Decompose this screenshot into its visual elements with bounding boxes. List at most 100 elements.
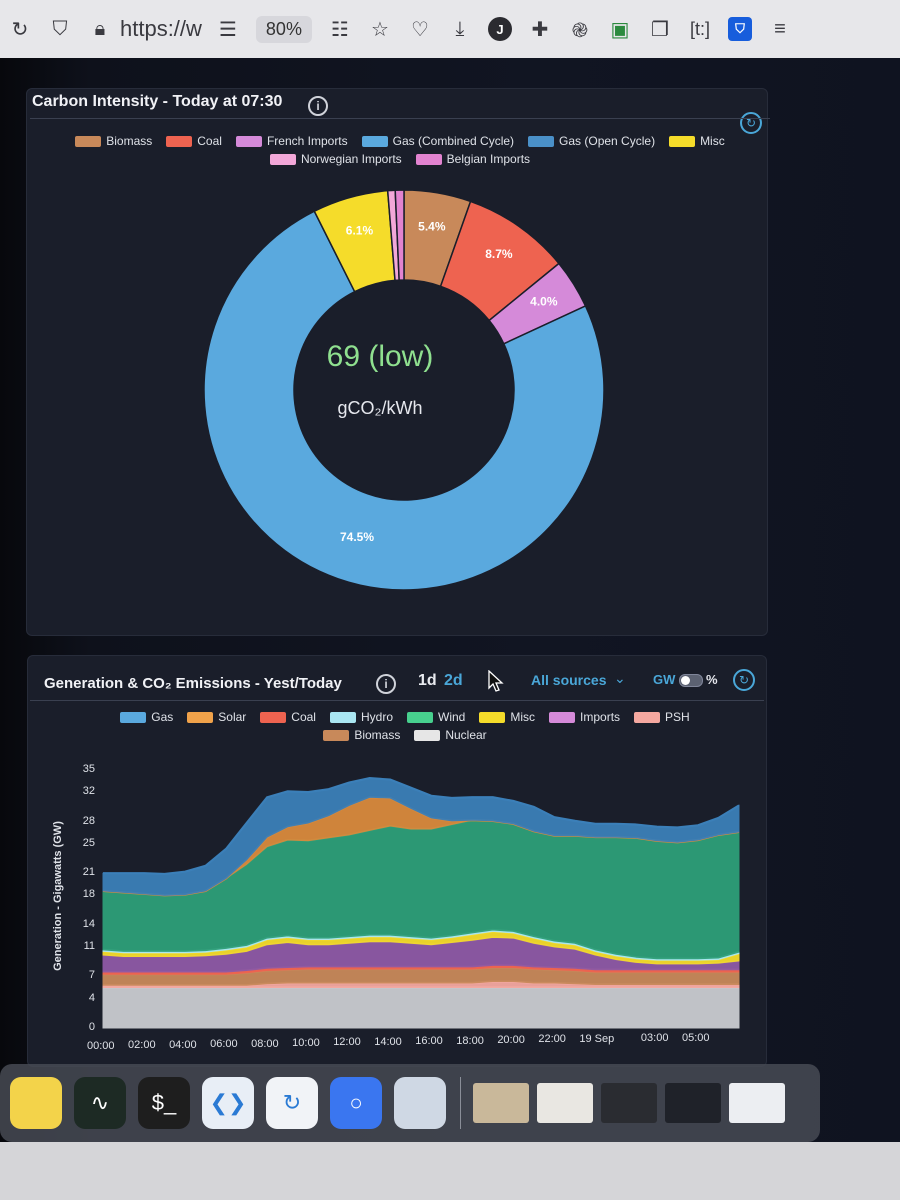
legend-label: Biomass <box>354 728 401 742</box>
generation-legend-item[interactable]: Imports <box>549 710 620 724</box>
extensions-grid-icon[interactable]: ☷ <box>330 18 349 41</box>
container-icon[interactable]: [t:] <box>686 15 714 43</box>
arc-browser-app-icon[interactable]: ↻ <box>266 1077 318 1129</box>
generation-info-icon[interactable]: i <box>376 674 396 694</box>
pocket-icon[interactable]: ♡ <box>410 18 429 41</box>
legend-swatch <box>528 135 555 147</box>
legend-label: Misc <box>700 134 725 148</box>
window-thumbnail-vscode[interactable] <box>665 1083 721 1123</box>
reload-icon[interactable]: ↻ <box>11 18 29 41</box>
tab-2d[interactable]: 2d <box>444 672 463 689</box>
y-tick-label: 11 <box>83 939 95 952</box>
url-bar[interactable]: https://w <box>120 16 202 41</box>
generation-legend-item[interactable]: Hydro <box>329 710 393 724</box>
activity-monitor-app-icon[interactable]: ∿ <box>74 1077 126 1129</box>
lock-icon[interactable]: 🔒︎ <box>94 17 106 40</box>
y-axis-title: Generation - Gigawatts (GW) <box>52 821 64 971</box>
legend-swatch <box>269 153 296 165</box>
bitwarden-icon[interactable]: ⛉ <box>726 15 754 43</box>
unit-percent-label: % <box>706 672 718 687</box>
generation-legend-item[interactable]: Biomass <box>323 728 400 742</box>
browser-toolbar: ↻ ⛉ 🔒︎ https://w ☰ 80% ☷ ☆ ♡ ⤓ J ✚ ֎ ▣ ❐… <box>0 0 900 59</box>
generation-refresh-icon[interactable]: ↻ <box>733 669 755 691</box>
window-thumbnail-notes[interactable] <box>537 1083 593 1123</box>
star-icon[interactable]: ☆ <box>370 18 389 41</box>
puzzle-icon[interactable]: ❐ <box>650 18 669 41</box>
x-tick-label: 06:00 <box>210 1038 238 1051</box>
mouse-cursor-icon <box>488 670 504 692</box>
tab-1d[interactable]: 1d <box>418 672 437 689</box>
vscode-app-icon[interactable]: ❮❯ <box>202 1077 254 1129</box>
window-thumbnail-documents[interactable] <box>473 1083 529 1123</box>
fingerprint-icon[interactable]: ֎ <box>571 19 589 42</box>
toggle-knob <box>681 676 690 685</box>
add-extension-icon[interactable]: ✚ <box>531 18 549 41</box>
x-tick-label: 03:00 <box>640 1032 669 1045</box>
signal-app-icon[interactable]: ○ <box>330 1077 382 1129</box>
bitwarden-shield-icon: ⛉ <box>727 17 752 41</box>
x-tick-label: 05:00 <box>681 1031 710 1044</box>
x-tick-label: 08:00 <box>251 1037 279 1050</box>
generation-legend-item[interactable]: Solar <box>187 710 246 724</box>
carbon-legend-item[interactable]: Biomass <box>75 134 152 148</box>
carbon-info-icon[interactable]: i <box>308 96 328 116</box>
legend-label: Biomass <box>106 134 153 148</box>
menu-icon[interactable]: ≡ <box>774 17 786 40</box>
generation-legend-item[interactable]: Misc <box>479 710 535 724</box>
profile-icon[interactable]: J <box>486 15 514 43</box>
y-tick-label: 0 <box>88 1021 95 1033</box>
y-tick-label: 4 <box>88 991 95 1004</box>
carbon-legend-item[interactable]: French Imports <box>235 134 348 148</box>
chevron-down-icon[interactable]: ⌄ <box>614 670 626 686</box>
legend-label: Norwegian Imports <box>300 152 402 166</box>
x-tick-label: 14:00 <box>374 1035 402 1048</box>
generation-card-divider <box>30 700 764 701</box>
legend-swatch <box>549 711 576 723</box>
carbon-legend-item[interactable]: Gas (Combined Cycle) <box>361 134 514 148</box>
generation-legend-item[interactable]: PSH <box>634 710 690 724</box>
terminal-app-icon[interactable]: $_ <box>138 1077 190 1129</box>
carbon-refresh-icon[interactable]: ↻ <box>740 112 762 134</box>
x-tick-label: 19 Sep <box>579 1032 615 1045</box>
reader-view-icon[interactable]: ☰ <box>218 18 237 41</box>
carbon-legend-item[interactable]: Gas (Open Cycle) <box>528 134 655 148</box>
generation-legend-item[interactable]: Coal <box>260 710 316 724</box>
carbon-legend-item[interactable]: Misc <box>669 134 725 148</box>
dock-separator <box>460 1077 461 1129</box>
save-icon[interactable]: ▣ <box>610 18 630 41</box>
carbon-legend-item[interactable]: Belgian Imports <box>415 152 530 166</box>
download-icon[interactable]: ⤓ <box>455 17 465 40</box>
legend-swatch <box>120 711 147 723</box>
x-tick-label: 16:00 <box>415 1035 443 1048</box>
stickies-app-icon[interactable] <box>10 1077 62 1129</box>
y-tick-label: 25 <box>82 836 95 849</box>
x-tick-label: 20:00 <box>497 1034 525 1046</box>
shield-icon[interactable]: ⛉ <box>52 17 68 40</box>
legend-label: Misc <box>510 710 536 724</box>
carbon-legend-item[interactable]: Norwegian Imports <box>269 152 402 166</box>
carbon-intensity-unit: gCO₂/kWh <box>337 398 423 418</box>
carbon-legend-item[interactable]: Coal <box>166 134 222 148</box>
legend-swatch <box>361 135 388 147</box>
carbon-legend: Biomass Coal French Imports Gas (Combined C… <box>60 134 740 166</box>
generation-card-title: Generation & CO₂ Emissions - Yest/Today <box>44 675 342 692</box>
preview-app-icon[interactable] <box>394 1077 446 1129</box>
legend-swatch <box>260 711 287 723</box>
legend-label: Nuclear <box>445 728 487 742</box>
window-thumbnail-terminal[interactable] <box>601 1083 657 1123</box>
y-tick-label: 28 <box>82 814 95 827</box>
unit-toggle[interactable] <box>679 674 703 687</box>
legend-label: Wind <box>438 710 466 724</box>
y-tick-label: 21 <box>82 866 95 879</box>
generation-legend-item[interactable]: Gas <box>120 710 173 724</box>
window-thumbnail-firefox[interactable] <box>729 1083 785 1123</box>
sources-dropdown[interactable]: All sources <box>531 672 607 688</box>
generation-legend-item[interactable]: Nuclear <box>414 728 487 742</box>
legend-swatch <box>407 711 433 723</box>
zoom-level-button[interactable]: 80% <box>255 15 312 43</box>
legend-swatch <box>187 711 214 723</box>
legend-label: Coal <box>291 710 316 724</box>
carbon-card-divider <box>30 118 770 119</box>
generation-legend-item[interactable]: Wind <box>407 710 465 724</box>
legend-swatch <box>323 729 350 741</box>
